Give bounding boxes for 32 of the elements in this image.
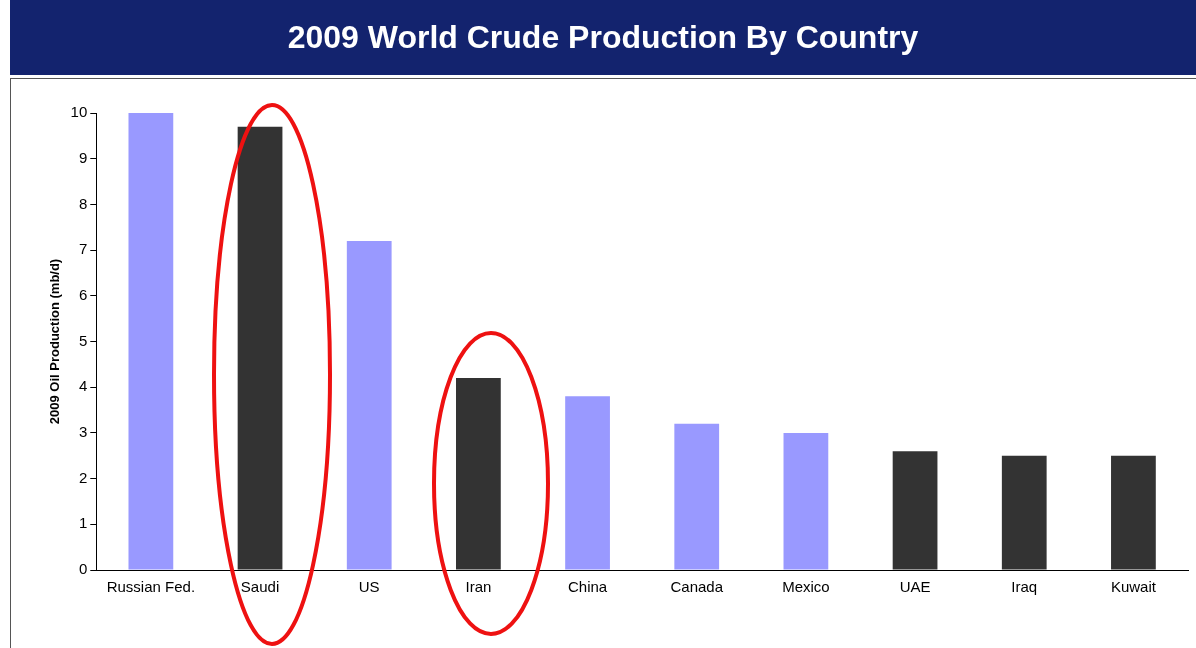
bar: [456, 378, 501, 570]
bar: [346, 240, 392, 570]
bar: [892, 451, 938, 570]
x-tick-label: Canada: [670, 578, 724, 596]
x-tick-label: China: [567, 578, 608, 596]
y-tick-label: 6: [78, 285, 88, 303]
bar: [1111, 455, 1156, 570]
x-tick-label: Mexico: [782, 578, 830, 596]
y-tick-label: 4: [78, 377, 88, 395]
bar: [674, 423, 720, 570]
y-axis-title: 2009 Oil Production (mb/d): [47, 258, 63, 425]
y-tick-label: 1: [78, 514, 88, 532]
x-tick-label: Kuwait: [1110, 578, 1157, 596]
x-tick-label: Russian Fed.: [106, 578, 196, 596]
y-tick-label: 9: [78, 148, 88, 166]
bar: [1001, 455, 1047, 570]
bar: [128, 113, 174, 570]
y-tick-label: 2: [78, 468, 88, 486]
y-tick-label: 3: [78, 423, 88, 441]
y-tick-label: 7: [78, 240, 88, 258]
chart-title: 2009 World Crude Production By Country: [10, 0, 1196, 75]
x-tick-label: Saudi: [240, 578, 280, 596]
x-tick-label: US: [358, 578, 380, 596]
y-tick-label: 8: [78, 194, 88, 212]
x-tick-label: Iraq: [1011, 578, 1038, 596]
y-tick-label: 10: [70, 103, 88, 121]
bar: [565, 396, 610, 570]
x-tick-label: UAE: [899, 578, 931, 596]
y-tick-label: 5: [78, 331, 88, 349]
y-tick-label: 0: [78, 560, 88, 578]
bar: [783, 432, 829, 570]
x-tick-label: Iran: [465, 578, 492, 596]
